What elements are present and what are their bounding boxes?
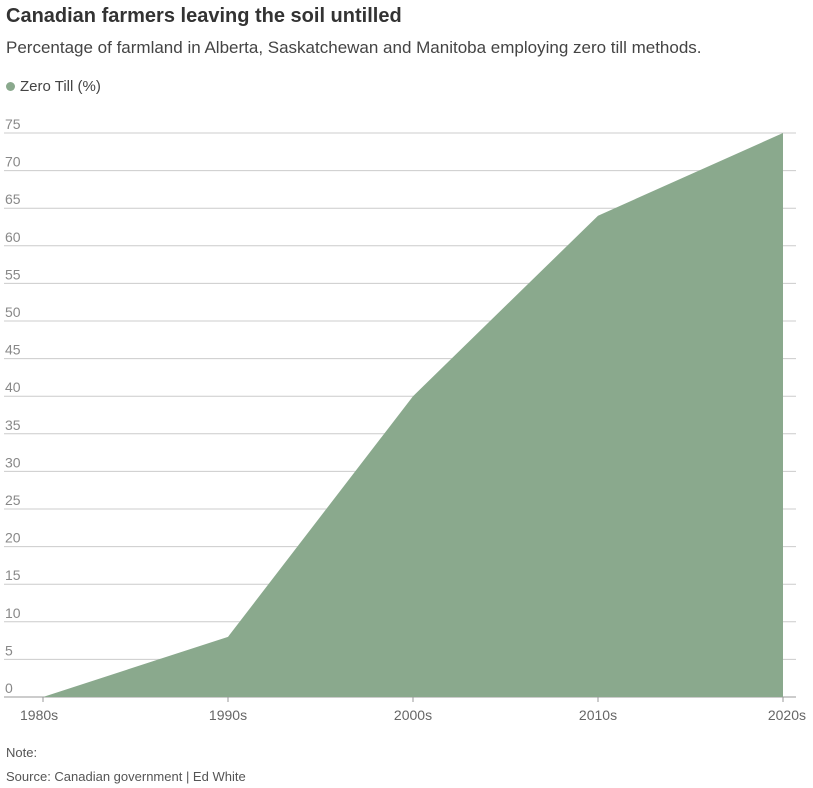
area-series: [42, 132, 784, 698]
y-tick-label: 50: [5, 304, 21, 320]
y-tick-label: 75: [5, 116, 21, 132]
x-tick-label: 1980s: [20, 707, 58, 723]
y-tick-label: 55: [5, 266, 21, 282]
x-tick-label: 2020s: [768, 707, 806, 723]
y-tick-label: 15: [5, 567, 21, 583]
y-tick-label: 70: [5, 154, 21, 170]
y-axis-ticks: 0 5 10 15 20 25 30 35 40 45 50 55 60 65 70 75: [5, 116, 21, 696]
chart-source: Source: Canadian government | Ed White: [6, 769, 246, 784]
legend: Zero Till (%): [6, 78, 101, 95]
legend-label: Zero Till (%): [20, 78, 101, 95]
y-tick-label: 40: [5, 379, 21, 395]
chart-note: Note:: [6, 745, 38, 760]
y-tick-label: 60: [5, 229, 21, 245]
chart-subtitle: Percentage of farmland in Alberta, Saska…: [6, 38, 702, 57]
y-tick-label: 5: [5, 642, 13, 658]
x-tick-label: 2010s: [579, 707, 617, 723]
y-tick-label: 0: [5, 680, 13, 696]
x-tick-label: 1990s: [209, 707, 247, 723]
y-tick-label: 65: [5, 191, 21, 207]
area-zero-till: [43, 133, 783, 697]
y-tick-label: 30: [5, 454, 21, 470]
y-tick-label: 45: [5, 342, 21, 358]
x-tick-label: 2000s: [394, 707, 432, 723]
y-tick-label: 35: [5, 417, 21, 433]
y-tick-label: 10: [5, 605, 21, 621]
y-tick-label: 20: [5, 530, 21, 546]
x-axis-ticks: 1980s 1990s 2000s 2010s 2020s: [20, 697, 806, 723]
chart-title: Canadian farmers leaving the soil untill…: [6, 5, 402, 27]
y-tick-label: 25: [5, 492, 21, 508]
legend-swatch: [6, 82, 15, 91]
